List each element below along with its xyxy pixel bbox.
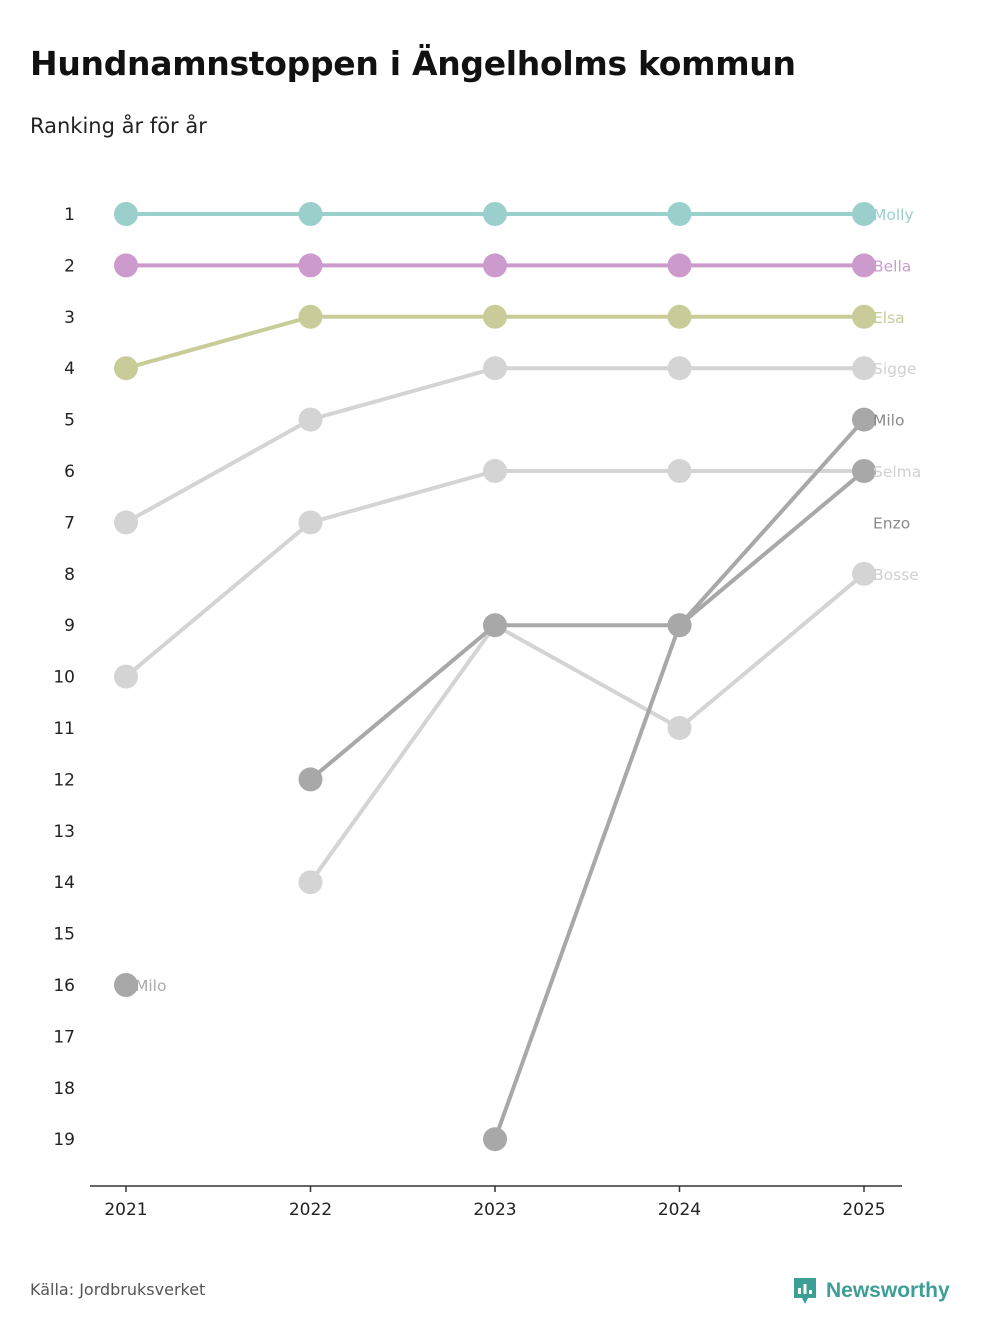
y-tick-label-2: 2 <box>64 256 75 276</box>
data-point-selma-2022 <box>298 510 323 535</box>
series-line-selma-2021-2022 <box>124 520 313 679</box>
data-point-milo-2025 <box>852 407 876 432</box>
end-label-enzo: Enzo <box>873 514 910 532</box>
end-label-elsa: Elsa <box>873 309 905 327</box>
data-point-elsa-2025 <box>852 304 876 329</box>
data-point-selma-2023 <box>483 459 507 483</box>
data-point-molly-2021 <box>114 202 138 226</box>
data-point-bella-2025 <box>852 253 876 278</box>
data-point-milo-2023 <box>483 1127 507 1152</box>
data-point-elsa-2024 <box>667 304 692 329</box>
newsworthy-logo-icon <box>794 1278 816 1304</box>
y-tick-label-6: 6 <box>64 462 75 482</box>
chart-title: Hundnamnstoppen i Ängelholms kommun <box>30 44 796 83</box>
data-point-bella-2021 <box>114 253 138 278</box>
data-point-milo-2021 <box>114 973 138 997</box>
source-note: Källa: Jordbruksverket <box>30 1280 206 1299</box>
x-tick-label-2025: 2025 <box>842 1200 885 1220</box>
end-label-selma: Selma <box>873 463 921 481</box>
brand-name: Newsworthy <box>826 1279 950 1302</box>
y-tick-label-19: 19 <box>53 1130 75 1150</box>
end-label-bosse: Bosse <box>873 566 919 584</box>
series-line-selma-2022-2023 <box>308 469 497 525</box>
series-line-milo-2023-2024 <box>493 623 682 1142</box>
y-tick-label-15: 15 <box>53 925 75 945</box>
brand-logo[interactable]: Newsworthy <box>792 1276 950 1306</box>
data-point-bella-2022 <box>298 253 323 278</box>
data-point-sigge-2021 <box>114 510 138 535</box>
data-point-sigge-2022 <box>298 407 323 432</box>
y-tick-label-3: 3 <box>64 308 75 328</box>
data-point-molly-2024 <box>667 202 692 226</box>
y-tick-label-8: 8 <box>64 565 75 585</box>
data-point-bella-2023 <box>483 253 507 278</box>
series-line-milo-2024-2025 <box>677 417 866 628</box>
end-label-sigge: Sigge <box>873 360 916 378</box>
end-label-molly: Molly <box>873 206 914 224</box>
y-tick-label-10: 10 <box>53 668 75 688</box>
y-tick-label-12: 12 <box>53 770 75 790</box>
y-tick-label-11: 11 <box>53 719 75 739</box>
series-line-bosse-2023-2024 <box>493 623 682 730</box>
y-tick-label-9: 9 <box>64 616 75 636</box>
y-tick-label-13: 13 <box>53 822 75 842</box>
data-point-enzo-2025 <box>852 459 876 483</box>
series-line-sigge-2021-2022 <box>124 417 313 525</box>
y-tick-label-5: 5 <box>64 411 75 431</box>
y-tick-label-16: 16 <box>53 976 75 996</box>
data-point-molly-2023 <box>483 202 507 226</box>
data-point-bosse-2022 <box>298 870 323 895</box>
data-point-molly-2022 <box>298 202 323 226</box>
series-line-enzo-2024-2025 <box>677 469 866 628</box>
y-tick-label-4: 4 <box>64 359 75 379</box>
data-point-enzo-2022 <box>298 767 323 792</box>
series-line-sigge-2022-2023 <box>308 366 497 422</box>
data-point-sigge-2024 <box>667 356 692 381</box>
start-label-milo: Milo <box>135 977 166 995</box>
y-tick-label-17: 17 <box>53 1027 75 1047</box>
data-point-sigge-2025 <box>852 356 876 381</box>
data-point-molly-2025 <box>852 202 876 226</box>
x-tick-label-2023: 2023 <box>473 1200 516 1220</box>
x-tick-label-2021: 2021 <box>104 1200 147 1220</box>
data-point-elsa-2021 <box>114 356 138 381</box>
data-point-enzo-2023 <box>483 613 507 638</box>
y-tick-label-18: 18 <box>53 1079 75 1099</box>
y-tick-label-1: 1 <box>64 205 75 225</box>
x-tick-label-2022: 2022 <box>289 1200 332 1220</box>
series-line-enzo-2022-2023 <box>308 623 497 782</box>
data-point-milo-2024 <box>667 613 692 638</box>
series-line-bosse-2024-2025 <box>677 571 866 730</box>
data-point-sigge-2023 <box>483 356 507 381</box>
data-point-selma-2021 <box>114 664 138 689</box>
end-label-milo: Milo <box>873 412 904 430</box>
y-tick-label-14: 14 <box>53 873 75 893</box>
x-tick-label-2024: 2024 <box>658 1200 701 1220</box>
data-point-bosse-2025 <box>852 561 876 586</box>
data-point-elsa-2023 <box>483 304 507 329</box>
y-tick-label-7: 7 <box>64 513 75 533</box>
data-point-bella-2024 <box>667 253 692 278</box>
data-point-elsa-2022 <box>298 304 323 329</box>
end-label-bella: Bella <box>873 257 911 275</box>
chart-subtitle: Ranking år för år <box>30 114 207 138</box>
series-line-bosse-2022-2023 <box>308 623 497 885</box>
data-point-selma-2024 <box>667 459 692 483</box>
data-point-bosse-2024 <box>667 716 692 740</box>
series-line-elsa-2021-2022 <box>124 314 313 371</box>
